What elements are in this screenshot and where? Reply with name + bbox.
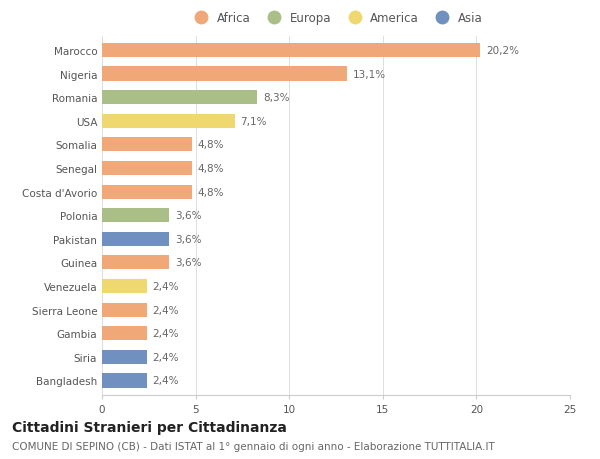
Text: 3,6%: 3,6%: [175, 258, 202, 268]
Text: COMUNE DI SEPINO (CB) - Dati ISTAT al 1° gennaio di ogni anno - Elaborazione TUT: COMUNE DI SEPINO (CB) - Dati ISTAT al 1°…: [12, 441, 495, 451]
Bar: [102, 303, 147, 317]
Text: 4,8%: 4,8%: [197, 140, 224, 150]
Bar: [102, 256, 169, 270]
Bar: [102, 67, 347, 81]
Legend: Africa, Europa, America, Asia: Africa, Europa, America, Asia: [187, 10, 485, 27]
Bar: [102, 114, 235, 129]
Bar: [102, 326, 147, 341]
Bar: [102, 350, 147, 364]
Bar: [102, 138, 192, 152]
Bar: [102, 185, 192, 199]
Text: 4,8%: 4,8%: [197, 163, 224, 174]
Bar: [102, 232, 169, 246]
Text: 2,4%: 2,4%: [152, 305, 179, 315]
Text: 13,1%: 13,1%: [353, 69, 386, 79]
Bar: [102, 44, 480, 58]
Bar: [102, 209, 169, 223]
Text: 7,1%: 7,1%: [241, 117, 267, 127]
Text: 2,4%: 2,4%: [152, 281, 179, 291]
Text: 4,8%: 4,8%: [197, 187, 224, 197]
Bar: [102, 280, 147, 293]
Text: 2,4%: 2,4%: [152, 329, 179, 338]
Text: 20,2%: 20,2%: [486, 46, 519, 56]
Text: 2,4%: 2,4%: [152, 375, 179, 386]
Bar: [102, 162, 192, 176]
Bar: [102, 91, 257, 105]
Text: 3,6%: 3,6%: [175, 211, 202, 221]
Text: Cittadini Stranieri per Cittadinanza: Cittadini Stranieri per Cittadinanza: [12, 420, 287, 434]
Text: 3,6%: 3,6%: [175, 234, 202, 244]
Text: 8,3%: 8,3%: [263, 93, 289, 103]
Text: 2,4%: 2,4%: [152, 352, 179, 362]
Bar: [102, 374, 147, 388]
